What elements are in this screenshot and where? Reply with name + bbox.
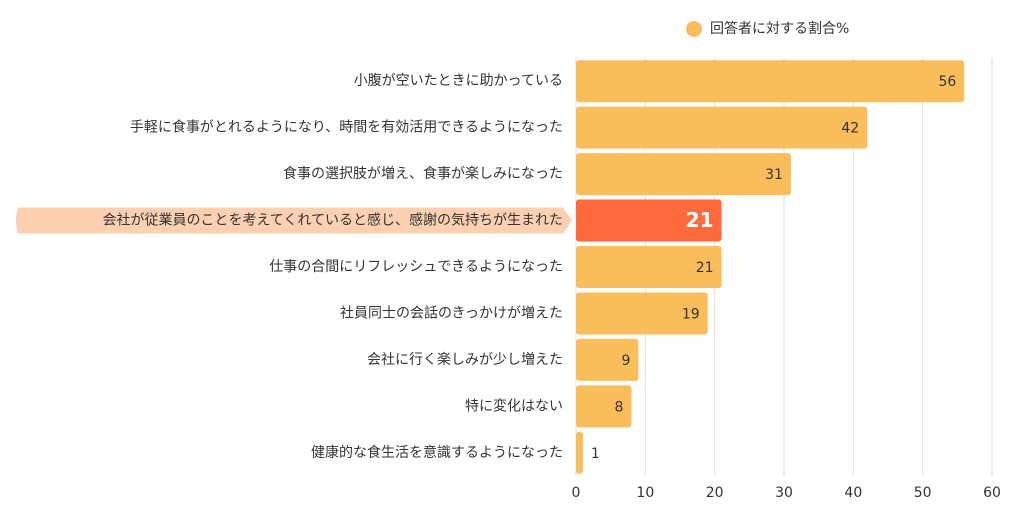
legend-swatch	[686, 21, 702, 37]
bar	[576, 431, 583, 474]
x-tick-label: 60	[983, 485, 1001, 501]
bar	[576, 246, 722, 288]
value-label: 31	[765, 167, 783, 183]
bar	[576, 292, 708, 335]
y-tick-label: 仕事の合間にリフレッシュできるようになった	[269, 259, 563, 275]
y-tick-label: 手軽に食事がとれるようになり、時間を有効活用できるようになった	[130, 119, 563, 136]
y-tick-label: 特に変化はない	[465, 397, 563, 414]
y-tick-label: 会社が従業員のことを考えてくれていると感じ、感謝の気持ちが生まれた	[103, 212, 563, 229]
value-label: 9	[621, 353, 630, 369]
legend-label: 回答者に対する割合%	[710, 20, 849, 37]
label-highlight	[16, 207, 572, 234]
y-tick-label: 食事の選択肢が増え、食事が楽しみになった	[283, 165, 563, 182]
value-label: 1	[591, 446, 600, 462]
x-tick-label: 40	[844, 485, 862, 501]
bar	[576, 385, 632, 428]
bar	[576, 106, 868, 149]
bar	[576, 338, 639, 381]
x-tick-label: 20	[706, 485, 724, 501]
value-label: 42	[841, 121, 859, 137]
y-tick-label: 会社に行く楽しみが少し増えた	[367, 352, 563, 368]
y-tick-label: 健康的な食生活を意識するようになった	[311, 444, 563, 461]
x-tick-label: 10	[636, 485, 654, 501]
value-label: 56	[938, 74, 956, 90]
value-label: 8	[615, 399, 624, 415]
value-label: 19	[682, 306, 700, 322]
x-tick-label: 0	[572, 485, 581, 501]
x-tick-label: 30	[775, 485, 793, 501]
value-label: 21	[686, 208, 714, 232]
bar	[576, 153, 791, 196]
y-tick-label: 小腹が空いたときに助かっている	[354, 72, 563, 89]
y-tick-label: 社員同士の会話のきっかけが増えた	[340, 304, 563, 321]
bar	[576, 60, 965, 103]
x-tick-label: 50	[914, 485, 932, 501]
value-label: 21	[696, 260, 714, 276]
bar	[576, 199, 722, 242]
